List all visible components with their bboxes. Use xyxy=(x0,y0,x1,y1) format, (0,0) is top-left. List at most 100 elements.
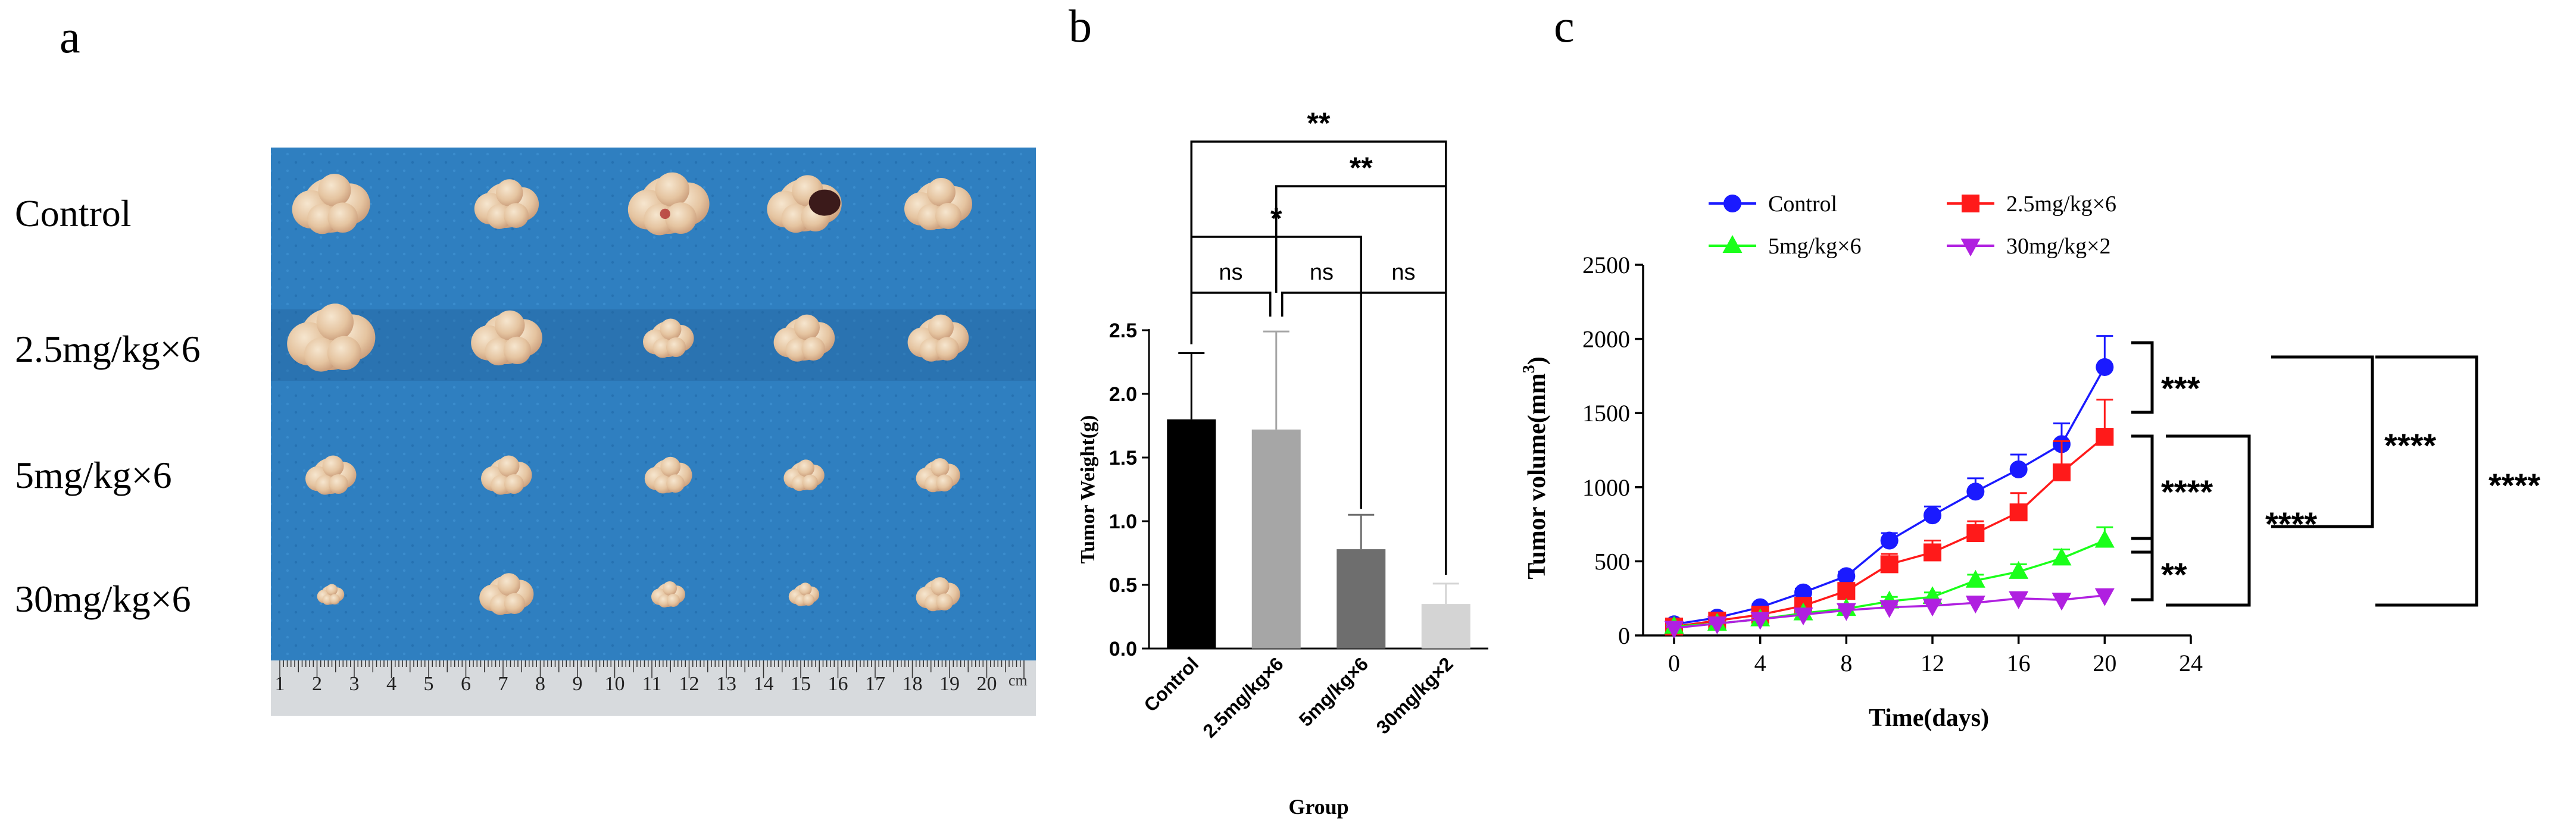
y-axis-title-main: Tumor volume(mm xyxy=(1523,373,1551,580)
ruler-number: 6 xyxy=(461,673,471,695)
data-point xyxy=(2009,503,2028,522)
tumor-lobe xyxy=(931,458,950,477)
significance-bracket xyxy=(1190,292,1272,344)
panel-a-label: a xyxy=(60,11,80,62)
significance-label: ** xyxy=(1307,107,1331,140)
tumor-specimen xyxy=(479,573,534,615)
line-chart-tumor-volume: 0 500 1000 1500 2000 2500 0 4 8 12 16 20 24 Time(days… xyxy=(1520,192,2540,732)
y-axis-title-sup: 3 xyxy=(1520,365,1538,373)
tumor-lobe xyxy=(327,336,362,371)
significance-label: ns xyxy=(1219,260,1242,285)
significance-bracket xyxy=(2131,434,2154,554)
tumor-specimen xyxy=(643,318,694,358)
tumor-specimen xyxy=(471,310,542,366)
significance-label: **** xyxy=(2265,505,2317,543)
tumor-specimen xyxy=(767,175,842,233)
ruler-numbers: 1 2 3 4 5 6 7 8 9 10 11 12 13 14 15 16 17 18 19 20 xyxy=(275,673,997,695)
tumor-lobe xyxy=(667,594,680,607)
series-3 xyxy=(1664,588,2115,639)
tumor-lobe xyxy=(935,337,959,361)
tumor-lobe xyxy=(495,179,523,206)
data-point xyxy=(1922,599,1943,617)
ruler-number: 2 xyxy=(312,673,322,695)
y-tick-label: 0.5 xyxy=(1109,574,1137,597)
significance-label: **** xyxy=(2384,427,2436,464)
significance-brackets: ********************* xyxy=(2131,341,2540,607)
y-axis-title: Tumor Weight(g) xyxy=(1077,415,1099,564)
data-point xyxy=(2053,463,2071,481)
y-tick-label: 1000 xyxy=(1582,474,1630,501)
significance-bracket xyxy=(2375,355,2478,607)
tumor-lobe xyxy=(666,337,686,357)
hemorrhage-spot xyxy=(660,208,670,220)
ruler-number: 17 xyxy=(865,673,885,695)
tumor-lobe xyxy=(316,303,354,341)
data-point xyxy=(1750,612,1771,630)
tumor-specimen xyxy=(788,582,820,606)
x-tick-label: 2.5mg/kg×6 xyxy=(1198,653,1287,741)
row-label-30mg: 30mg/kg×6 xyxy=(15,578,191,620)
y-axis-title: Tumor volume(mm3) xyxy=(1520,356,1551,580)
y-tick-label: 0.0 xyxy=(1109,638,1137,660)
ruler-number: 19 xyxy=(939,673,960,695)
panel-c: c 0 500 1000 1500 2000 2500 0 4 8 12 16 20 24 Time(da… xyxy=(1520,0,2540,732)
y-tick-label: 2.5 xyxy=(1109,320,1137,342)
ruler-number: 13 xyxy=(716,673,736,695)
ruler-number: 14 xyxy=(754,673,774,695)
ruler-number: 8 xyxy=(535,673,545,695)
ruler-number: 11 xyxy=(642,673,662,695)
tumor-grid xyxy=(287,172,972,615)
data-point xyxy=(1880,531,1899,550)
tumor-lobe xyxy=(327,202,358,233)
tumor-lobe xyxy=(322,455,344,477)
tumor-lobe xyxy=(495,310,525,341)
x-tick-label: 0 xyxy=(1668,650,1680,676)
data-point xyxy=(1836,603,1856,621)
data-point xyxy=(1966,483,1985,501)
tumor-lobe xyxy=(660,456,680,477)
y-tick-label: 2000 xyxy=(1582,326,1630,353)
tumor-lobe xyxy=(655,172,689,207)
row-label-control: Control xyxy=(15,192,132,234)
ruler-number: 10 xyxy=(605,673,625,695)
significance-label: ** xyxy=(1350,151,1373,184)
x-tick-label: 20 xyxy=(2093,650,2116,676)
panel-b: b 0.0 0.5 1.0 1.5 2.0 2.5 Tumor Weight(g) Contr… xyxy=(1069,0,1488,819)
x-tick-label: 24 xyxy=(2179,650,2203,676)
ruler-number: 18 xyxy=(903,673,923,695)
necrotic-spot xyxy=(808,189,841,216)
tumor-lobe xyxy=(497,573,520,596)
significance-label: ns xyxy=(1391,260,1415,285)
bar-3 xyxy=(1421,604,1470,649)
ruler-number: 7 xyxy=(498,673,508,695)
tumor-lobe xyxy=(326,584,338,596)
tumor-lobe xyxy=(798,582,812,596)
panel-c-label: c xyxy=(1554,0,1575,52)
y-tick-label: 1500 xyxy=(1582,400,1630,427)
significance-bracket xyxy=(2131,537,2154,602)
tumor-lobe xyxy=(504,593,526,614)
significance-label: ** xyxy=(2161,556,2187,593)
tumor-lobe xyxy=(329,594,340,605)
panel-a: a Control 2.5mg/kg×6 5mg/kg×6 30mg/kg×6 … xyxy=(15,11,1036,716)
y-tick-label: 2.0 xyxy=(1109,383,1137,406)
tumor-lobe xyxy=(802,474,819,490)
ruler-number: 4 xyxy=(386,673,396,695)
ruler-number: 3 xyxy=(349,673,360,695)
ruler-number: 12 xyxy=(679,673,700,695)
bar-0 xyxy=(1167,419,1216,649)
data-point xyxy=(1965,569,1985,588)
data-point xyxy=(1837,567,1856,585)
tumor-lobe xyxy=(665,202,697,234)
significance-bracket xyxy=(1360,292,1447,575)
y-axis-title-tail: ) xyxy=(1523,356,1551,365)
y-tick-label: 1.5 xyxy=(1109,447,1137,469)
tumor-lobe xyxy=(936,474,953,491)
data-point xyxy=(1924,506,1941,525)
significance-bracket xyxy=(1190,140,1447,575)
bar-1 xyxy=(1251,429,1301,649)
tumor-lobe xyxy=(928,314,954,340)
y-tick-label: 2500 xyxy=(1582,252,1630,278)
data-point xyxy=(1924,543,1941,562)
ruler-number: 5 xyxy=(424,673,434,695)
